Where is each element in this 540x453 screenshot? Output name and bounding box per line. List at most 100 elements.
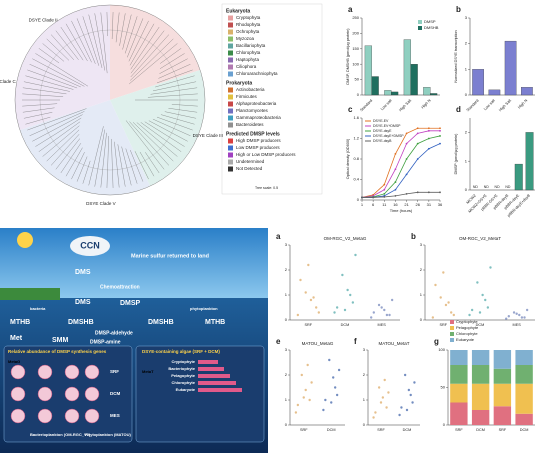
point [525,308,529,312]
taxon-bar [198,367,224,371]
bar [514,163,523,191]
bar [391,91,399,96]
point [447,301,450,304]
sky [0,228,268,298]
x-tick-label: 31 [427,202,432,207]
legend-label: Myzozoa [236,36,255,41]
legend-label: Chloroarachniophyta [236,71,278,76]
point [405,142,408,145]
branch [76,156,88,182]
label: MetaT [142,369,154,374]
bar-segment [450,402,468,425]
panel-letter: f [354,337,357,346]
bar [525,132,534,191]
point [444,303,448,307]
bar-segment [515,413,533,425]
branch [130,150,144,182]
line [362,191,440,198]
point [328,358,331,362]
point [314,306,318,309]
point [335,393,339,397]
branch [171,104,198,107]
point [343,308,347,312]
point [388,313,391,317]
x-tick-label: MCWZ [466,193,478,205]
branch [152,118,191,136]
branch [27,108,87,131]
legend-label: DMSHB [424,25,439,30]
point [317,311,321,314]
x-tick-label: High Salt [398,98,412,112]
clade-label: DSYE Clade III [193,133,223,138]
axis [289,350,345,426]
point [377,303,381,307]
label: Met [10,335,23,342]
branch [94,13,105,71]
branch [42,125,80,157]
taxon-bar [198,374,230,378]
point [400,406,403,409]
bar-segment [450,365,468,384]
pie [84,408,100,424]
y-tick-label: 250 [352,15,359,20]
legend-label: Actinobacteria [236,87,265,92]
x-tick-label: DCM [476,323,485,327]
x-tick-label: Standard [359,99,373,113]
point [361,196,363,199]
label: DMSHB [148,319,174,326]
legend-label: Haptophyta [236,57,260,62]
bar [521,87,533,96]
x-tick-label: High N [421,98,432,109]
y-tick-label: 2 [285,372,288,377]
branch [25,75,74,90]
point [478,311,482,314]
pie [10,364,26,380]
legend-swatch [228,138,233,144]
depth-label: DCM [110,391,120,396]
point [416,158,419,160]
point [486,306,490,309]
point [372,196,375,199]
point [515,312,518,315]
point [383,308,386,312]
point [296,403,300,407]
point [481,293,484,297]
axis [289,245,400,321]
x-axis-label: Time (hours) [390,208,413,213]
pie [64,364,80,380]
bar [423,87,431,96]
y-tick-label: 50 [441,385,446,390]
point [518,313,521,317]
axis [469,118,535,191]
x-tick-label: 16 [393,202,398,207]
point [304,291,307,294]
y-tick-label: 0 [357,92,360,97]
point [476,281,479,284]
bar [364,45,372,96]
branch [159,58,188,74]
label: CCN [80,240,100,250]
label: MTHB [10,319,30,326]
tree-ring [14,4,206,196]
panel-letter: b [456,5,461,14]
point [398,413,401,417]
branch [71,152,85,180]
legend-label: Bacteroidetes [236,122,264,127]
value-label: ND [495,185,501,189]
legend-swatch [450,338,454,342]
branch [156,69,193,84]
x-tick-label: SRF [440,323,448,327]
bar-segment [471,410,490,425]
branch [22,93,64,97]
point [507,315,511,318]
taxon-label: Cryptophyte [171,359,195,364]
branch [160,48,182,64]
point [405,408,409,412]
pie [37,364,53,380]
bar [504,40,517,96]
point [390,298,394,302]
branch [150,87,198,95]
y-tick-label: 1 [285,292,288,297]
branch [88,126,104,186]
branch [134,151,149,180]
